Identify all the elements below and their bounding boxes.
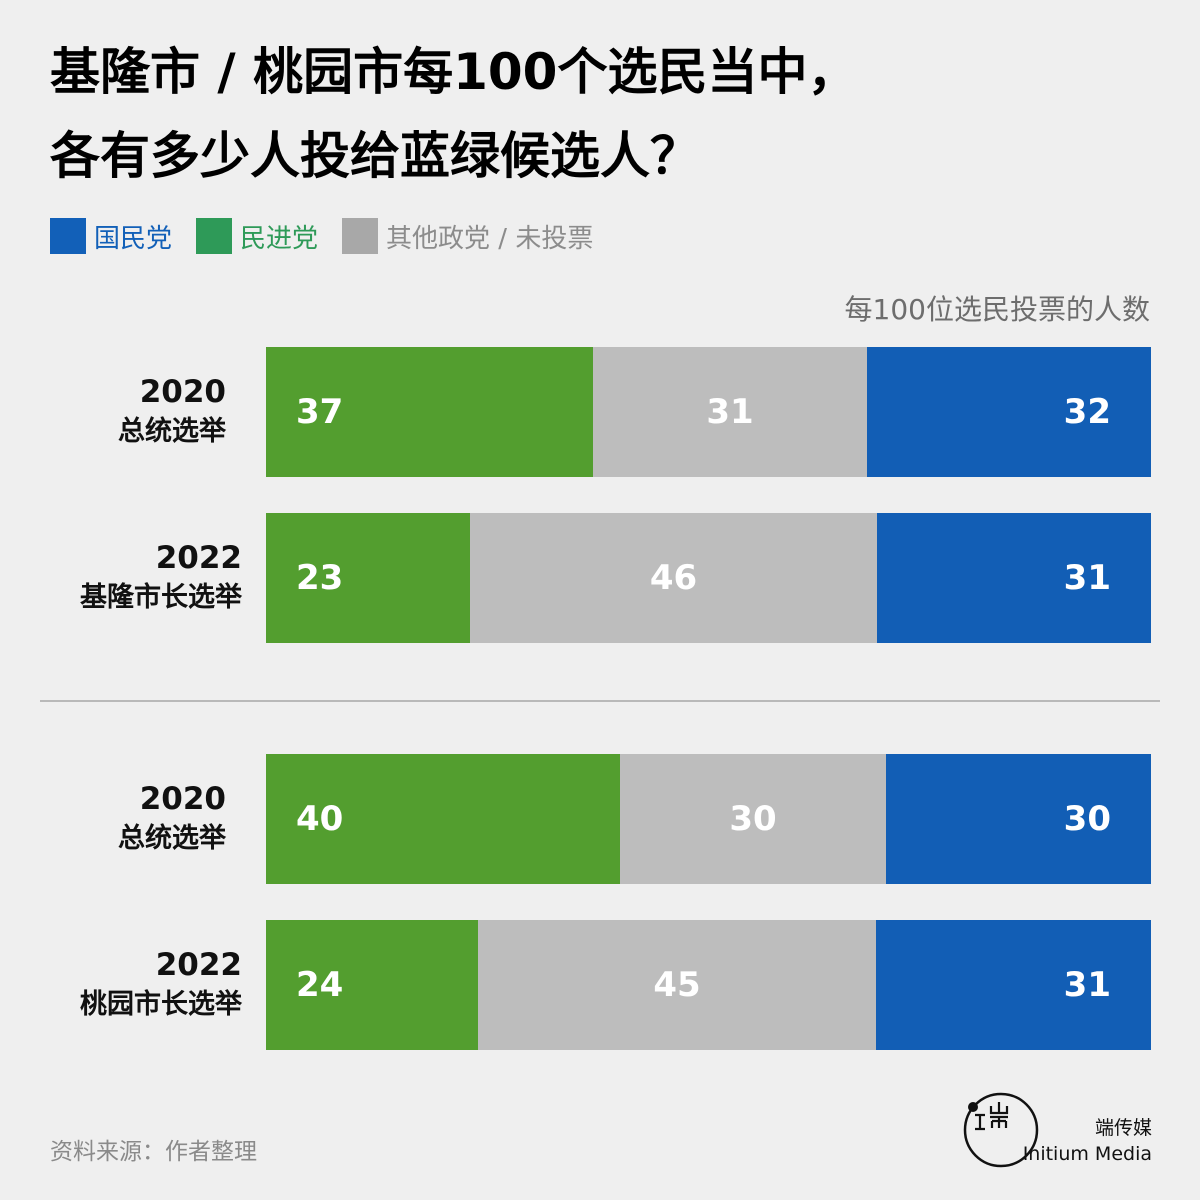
- bar-value-label: 30: [1063, 799, 1111, 839]
- row-event: 桃园市长选举: [80, 989, 242, 1020]
- bar-other: 45: [478, 920, 876, 1050]
- legend-item-other: 其他政党 / 未投票: [342, 218, 593, 255]
- row-year: 2020: [139, 781, 226, 817]
- brand-name-cn: 端传媒: [1094, 1117, 1152, 1139]
- bar-value-label: 24: [296, 965, 344, 1005]
- unit-label: 每100位选民投票的人数: [844, 293, 1150, 326]
- bar-row-keelung-2022: 23 46 31: [266, 513, 1151, 643]
- bar-value-label: 31: [1063, 965, 1111, 1005]
- bar-row-taoyuan-2022: 24 45 31: [266, 920, 1151, 1050]
- row-year: 2022: [155, 540, 242, 576]
- bar-value-label: 37: [296, 392, 344, 432]
- row-label-keelung-2020: 2020 总统选举: [0, 372, 226, 452]
- legend-item-kmt: 国民党: [50, 218, 172, 255]
- brand: 端传媒 Initium Media: [1023, 1115, 1152, 1167]
- legend-swatch-dpp: [196, 218, 233, 254]
- bar-kmt: 32: [867, 347, 1151, 477]
- brand-name-en: Initium Media: [1022, 1143, 1152, 1165]
- bar-value-label: 23: [296, 558, 344, 598]
- bar-kmt: 30: [886, 754, 1151, 884]
- legend-swatch-kmt: [50, 218, 86, 254]
- bar-kmt: 31: [876, 920, 1151, 1050]
- row-label-taoyuan-2022: 2022 桃园市长选举: [0, 945, 242, 1025]
- initium-logo-icon: [963, 1092, 1039, 1168]
- source-note: 资料来源：作者整理: [50, 1139, 257, 1165]
- bar-value-label: 31: [1063, 558, 1111, 598]
- title-line-1: 基隆市 / 桃园市每100个选民当中，: [50, 43, 858, 101]
- bar-other: 30: [620, 754, 886, 884]
- bar-row-keelung-2020: 37 31 32: [266, 347, 1151, 477]
- bar-other: 31: [593, 347, 867, 477]
- bar-kmt: 31: [877, 513, 1151, 643]
- row-label-keelung-2022: 2022 基隆市长选举: [0, 538, 242, 618]
- bar-value-label: 46: [649, 558, 698, 598]
- bar-dpp: 23: [266, 513, 470, 643]
- legend-label-other: 其他政党 / 未投票: [386, 223, 594, 254]
- bar-dpp: 40: [266, 754, 620, 884]
- legend-label-dpp: 民进党: [240, 223, 319, 254]
- title-line-2: 各有多少人投给蓝绿候选人？: [50, 127, 700, 185]
- row-label-taoyuan-2020: 2020 总统选举: [0, 779, 226, 859]
- row-year: 2020: [139, 374, 226, 410]
- bar-value-label: 32: [1063, 392, 1111, 432]
- bar-value-label: 40: [296, 799, 344, 839]
- bar-dpp: 37: [266, 347, 593, 477]
- legend: 国民党 民进党 其他政党 / 未投票: [50, 218, 617, 254]
- row-year: 2022: [155, 947, 242, 983]
- row-event: 总统选举: [118, 823, 226, 854]
- legend-label-kmt: 国民党: [94, 223, 173, 254]
- bar-row-taoyuan-2020: 40 30 30: [266, 754, 1151, 884]
- row-event: 基隆市长选举: [80, 582, 242, 613]
- bar-dpp: 24: [266, 920, 478, 1050]
- bar-value-label: 45: [653, 965, 701, 1005]
- bar-value-label: 30: [729, 799, 777, 839]
- row-event: 总统选举: [118, 416, 226, 447]
- group-divider: [40, 700, 1160, 702]
- bar-other: 46: [470, 513, 877, 643]
- legend-swatch-other: [342, 218, 379, 254]
- bar-value-label: 31: [706, 392, 754, 432]
- chart-title: 基隆市 / 桃园市每100个选民当中， 各有多少人投给蓝绿候选人？: [50, 30, 1150, 198]
- legend-item-dpp: 民进党: [196, 218, 318, 255]
